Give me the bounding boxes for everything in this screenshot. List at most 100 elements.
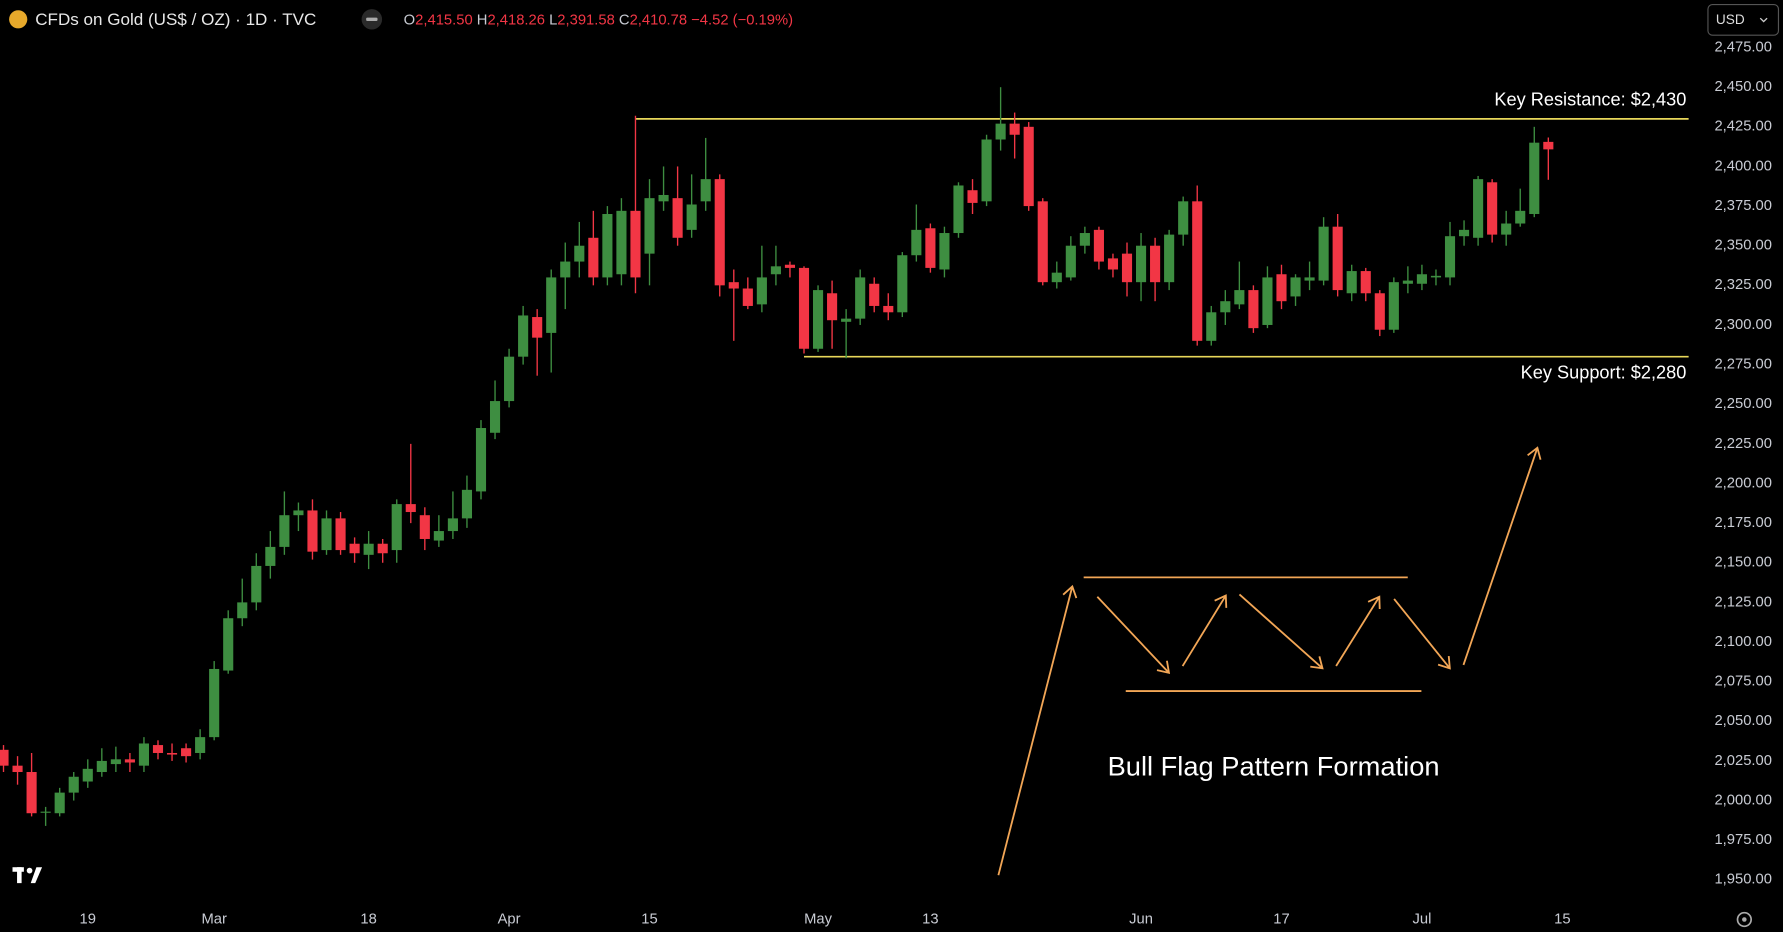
y-tick-label: 2,025.00 [1714, 753, 1771, 769]
flag-arrow [1393, 598, 1451, 670]
candle-body [1009, 123, 1020, 135]
candle-body [812, 290, 824, 349]
candle-body [377, 543, 388, 554]
candle-body [1121, 253, 1133, 283]
candle-body [1093, 229, 1104, 262]
chart-title: CFDs on Gold (US$ / OZ) · 1D · TVC [35, 10, 316, 29]
candle-body [770, 266, 781, 275]
candle-body [602, 214, 613, 278]
y-tick-label: 2,150.00 [1714, 555, 1771, 571]
flag-arrow [1181, 594, 1228, 667]
tv-logo [12, 867, 43, 884]
y-tick-label: 2,125.00 [1714, 594, 1771, 610]
candle-body [433, 531, 444, 541]
candle-body [798, 267, 810, 349]
y-tick-label: 2,225.00 [1714, 436, 1771, 452]
legend-value: 2,418.26 [487, 12, 544, 28]
candle-body [1065, 245, 1076, 278]
collapse-icon [366, 17, 378, 22]
legend-value: 2,410.78 [630, 12, 687, 28]
candle-body [209, 668, 220, 738]
candle-body [1164, 234, 1175, 283]
legend-value: 2,415.50 [415, 12, 472, 28]
settings-icon[interactable] [1736, 911, 1753, 928]
candle-body [644, 198, 655, 254]
candle-body [1529, 142, 1540, 215]
x-tick-label: 18 [360, 911, 376, 927]
candle-body [1346, 271, 1357, 294]
candle-body [883, 305, 894, 313]
candle-body [237, 602, 248, 619]
candle-body [181, 748, 192, 757]
x-tick-label: 13 [922, 911, 938, 927]
candle-body [1543, 141, 1554, 150]
candle-body [321, 518, 332, 551]
candle-body [1248, 290, 1259, 329]
candle-body [784, 264, 796, 268]
x-tick-label: 17 [1273, 911, 1289, 927]
y-tick-label: 2,175.00 [1714, 515, 1771, 531]
candle-body [588, 237, 599, 278]
candle-body [911, 229, 922, 256]
candle-body [518, 315, 529, 357]
candle-body [1487, 182, 1498, 235]
candle-body [1262, 277, 1273, 325]
y-tick-label: 2,375.00 [1714, 198, 1771, 214]
candle-body [26, 772, 37, 814]
candle-body [1079, 233, 1090, 246]
candle-body [349, 543, 360, 554]
bull-flag-sketch [997, 446, 1542, 876]
candle-body [1192, 201, 1203, 341]
candle-body [714, 179, 725, 286]
y-tick-label: 2,300.00 [1714, 317, 1771, 333]
level-label: Key Support: $2,280 [1521, 363, 1687, 383]
candle-body [672, 198, 683, 238]
candle-body [461, 489, 473, 519]
legend-key: H [477, 12, 488, 28]
candle-body [1051, 272, 1062, 283]
flag-arrow [1335, 595, 1381, 667]
candle-body [869, 283, 880, 306]
y-tick-label: 2,475.00 [1714, 39, 1771, 55]
candle-body [658, 194, 669, 202]
x-tick-label: Apr [498, 911, 521, 927]
candle-body [560, 261, 571, 278]
candle-body [251, 565, 262, 603]
x-tick-label: Jul [1412, 911, 1431, 927]
candle-body [939, 233, 950, 270]
candle-body [195, 737, 206, 753]
y-tick-label: 2,400.00 [1714, 158, 1771, 174]
candle-body [475, 428, 487, 492]
y-tick-label: 2,325.00 [1714, 277, 1771, 293]
candle-body [1150, 245, 1161, 283]
candle-body [756, 277, 767, 305]
candle-body [293, 510, 304, 516]
candle-body [335, 518, 346, 551]
candle-body [1459, 229, 1470, 237]
candle-body [68, 776, 79, 793]
level-label: Key Resistance: $2,430 [1494, 90, 1686, 110]
candle-body [1178, 201, 1189, 235]
candle-body [995, 123, 1006, 140]
currency-caret [1759, 17, 1768, 23]
candle-body [1444, 236, 1456, 278]
y-tick-label: 1,950.00 [1714, 872, 1771, 888]
candle-body [967, 190, 978, 203]
candle-body [391, 504, 402, 551]
candle-body [700, 179, 711, 202]
candle-body [630, 210, 641, 278]
x-tick-label: 15 [1554, 911, 1570, 927]
x-tick-label: 19 [80, 911, 96, 927]
candle-body [265, 546, 276, 566]
candle-body [1430, 275, 1442, 278]
x-tick-label: Mar [201, 911, 227, 927]
candle-body [686, 204, 697, 230]
candle-body [981, 139, 992, 202]
candle-body [616, 210, 627, 275]
settings-icon-center [1742, 917, 1747, 922]
currency-button[interactable] [1707, 3, 1780, 36]
y-tick-label: 2,250.00 [1714, 396, 1771, 412]
candle-body [1220, 301, 1231, 313]
